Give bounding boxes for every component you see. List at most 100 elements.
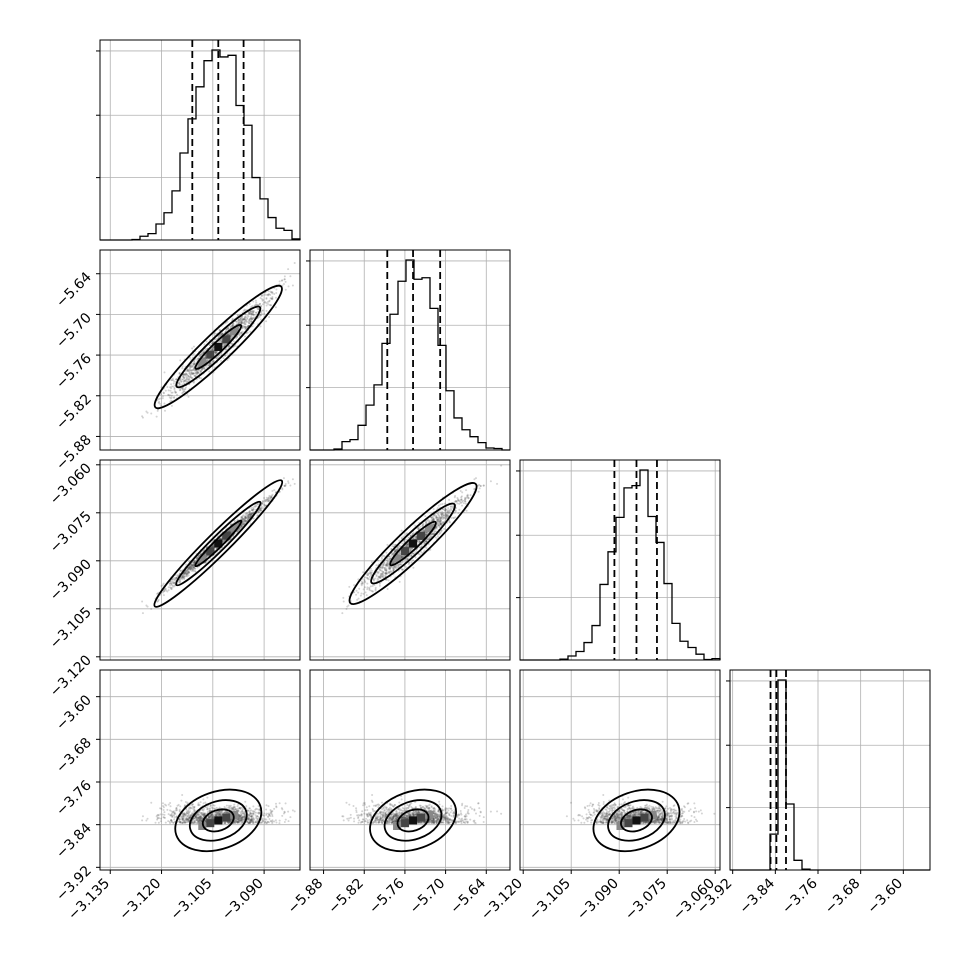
- sample-point: [439, 522, 442, 525]
- sample-point: [400, 555, 403, 558]
- sample-point: [445, 508, 448, 511]
- sample-point: [265, 496, 268, 499]
- sample-point: [189, 364, 192, 367]
- sample-point: [363, 586, 366, 589]
- sample-point: [400, 556, 403, 559]
- sample-point: [215, 357, 218, 360]
- sample-point: [405, 566, 408, 569]
- sample-point: [179, 580, 182, 583]
- sample-point: [179, 579, 182, 582]
- sample-point: [244, 316, 247, 319]
- sample-point: [171, 379, 174, 382]
- sample-point: [182, 375, 185, 378]
- sample-point: [191, 369, 194, 372]
- sample-point: [249, 514, 252, 517]
- sample-point: [243, 520, 246, 523]
- sample-point: [414, 535, 417, 538]
- sample-point: [415, 535, 418, 538]
- sample-point: [184, 571, 187, 574]
- sample-point: [215, 547, 218, 550]
- sample-point: [183, 390, 186, 393]
- sample-point: [187, 571, 190, 574]
- sample-point: [239, 526, 242, 529]
- sample-point: [195, 813, 198, 816]
- sample-point: [284, 484, 287, 487]
- sample-point: [269, 810, 272, 813]
- sample-point: [209, 809, 212, 812]
- sample-point: [467, 497, 470, 500]
- sample-point: [244, 325, 247, 328]
- sample-point: [163, 371, 166, 374]
- sample-point: [191, 803, 194, 806]
- sample-point: [202, 367, 205, 370]
- sample-point: [376, 571, 379, 574]
- sample-point: [439, 503, 442, 506]
- sample-point: [192, 368, 195, 371]
- sample-point: [240, 515, 243, 518]
- sample-point: [446, 510, 449, 513]
- sample-point: [448, 512, 451, 515]
- sample-point: [188, 571, 191, 574]
- sample-point: [443, 509, 446, 512]
- sample-point: [192, 563, 195, 566]
- sample-point: [389, 570, 392, 573]
- sample-point: [364, 581, 367, 584]
- sample-point: [282, 283, 285, 286]
- sample-point: [393, 566, 396, 569]
- sample-point: [489, 480, 492, 483]
- sample-point: [251, 814, 254, 817]
- sample-point: [382, 565, 385, 568]
- sample-point: [192, 372, 195, 375]
- sample-point: [384, 571, 387, 574]
- sample-point: [190, 372, 193, 375]
- sample-point: [412, 552, 415, 555]
- sample-point: [268, 499, 271, 502]
- sample-point: [267, 294, 270, 297]
- sample-point: [183, 575, 186, 578]
- sample-point: [170, 582, 173, 585]
- sample-point: [163, 590, 166, 593]
- sample-point: [194, 817, 197, 820]
- sample-point: [436, 519, 439, 522]
- sample-point: [460, 499, 463, 502]
- sample-point: [404, 545, 407, 548]
- sample-point: [246, 517, 249, 520]
- sample-point: [357, 591, 360, 594]
- sample-point: [414, 524, 417, 527]
- sample-point: [170, 394, 173, 397]
- sample-point: [283, 811, 286, 814]
- sample-point: [384, 569, 387, 572]
- sample-point: [199, 553, 202, 556]
- sample-point: [454, 516, 457, 519]
- sample-point: [202, 813, 205, 816]
- contour-level-2: [194, 519, 243, 568]
- sample-point: [220, 810, 223, 813]
- sample-point: [381, 575, 384, 578]
- sample-point: [206, 796, 209, 799]
- sample-point: [395, 548, 398, 551]
- sample-point: [273, 489, 276, 492]
- sample-point: [254, 505, 257, 508]
- sample-point: [238, 820, 241, 823]
- sample-point: [444, 512, 447, 515]
- sample-point: [379, 576, 382, 579]
- density-cell: [206, 350, 215, 359]
- sample-point: [209, 344, 212, 347]
- sample-point: [227, 333, 230, 336]
- sample-point: [382, 572, 385, 575]
- sample-point: [437, 521, 440, 524]
- sample-point: [192, 372, 195, 375]
- sample-point: [439, 520, 442, 523]
- sample-point: [388, 566, 391, 569]
- sample-point: [169, 397, 172, 400]
- sample-point: [383, 567, 386, 570]
- sample-point: [193, 820, 196, 823]
- sample-point: [198, 811, 201, 814]
- sample-point: [361, 581, 364, 584]
- sample-point: [250, 320, 253, 323]
- sample-point: [243, 519, 246, 522]
- sample-point: [445, 517, 448, 520]
- contour-level-0: [153, 284, 283, 410]
- density-core: [153, 479, 284, 608]
- sample-point: [400, 536, 403, 539]
